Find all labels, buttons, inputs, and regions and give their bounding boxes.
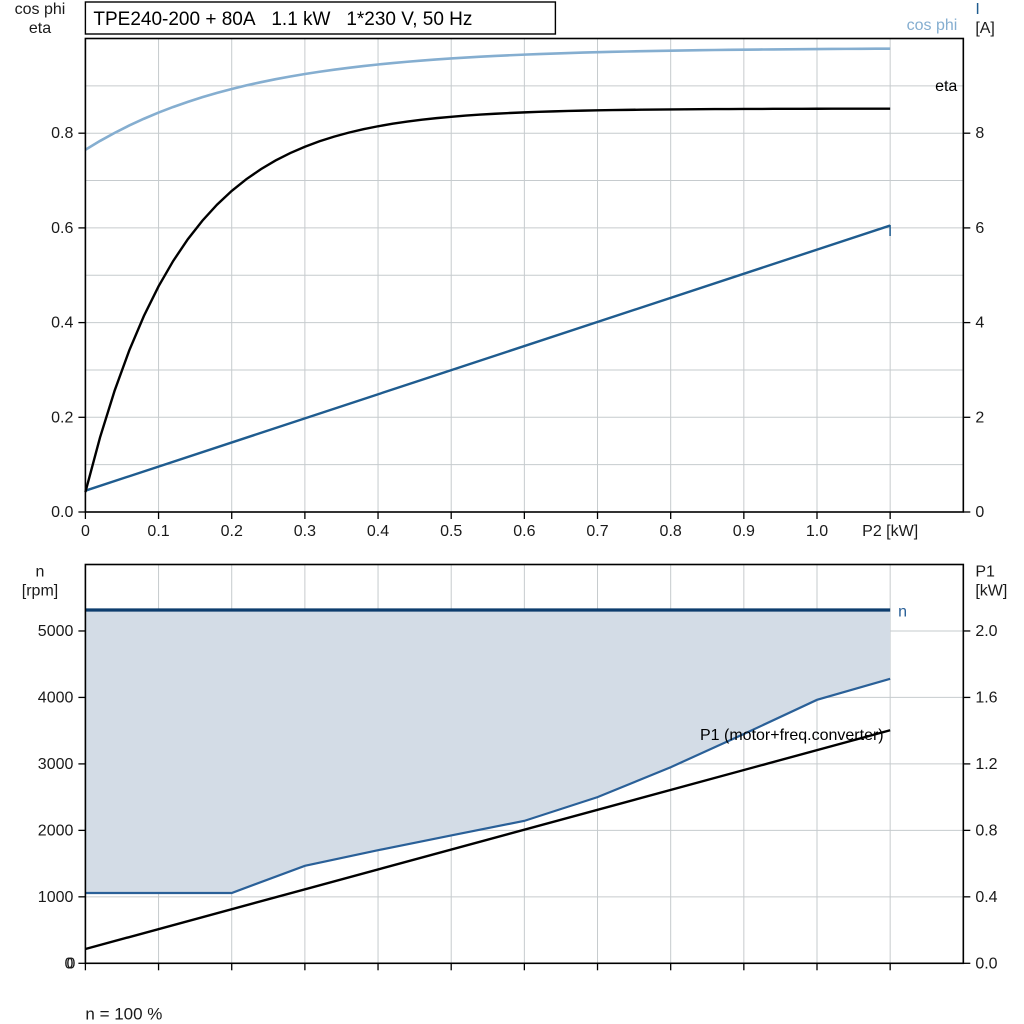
svg-text:3000: 3000 xyxy=(38,756,74,773)
svg-text:[A]: [A] xyxy=(975,20,995,37)
svg-text:TPE240-200 + 80A 1.1 kW 1*: TPE240-200 + 80A 1.1 kW 1*230 V, 50 Hz xyxy=(93,9,472,30)
svg-text:1.6: 1.6 xyxy=(975,689,997,706)
svg-text:0.6: 0.6 xyxy=(513,523,535,540)
svg-text:n = 100 %: n = 100 % xyxy=(85,1004,162,1023)
svg-text:0.0: 0.0 xyxy=(975,955,997,972)
svg-text:eta: eta xyxy=(29,20,51,37)
svg-text:0.9: 0.9 xyxy=(733,523,755,540)
svg-text:0.6: 0.6 xyxy=(51,220,73,237)
svg-text:0.0: 0.0 xyxy=(51,504,73,521)
svg-text:0.8: 0.8 xyxy=(51,125,73,142)
svg-text:0.4: 0.4 xyxy=(975,889,997,906)
svg-text:0: 0 xyxy=(64,955,73,972)
svg-text:[rpm]: [rpm] xyxy=(22,583,58,600)
svg-text:I: I xyxy=(975,1,979,18)
svg-text:0.8: 0.8 xyxy=(660,523,682,540)
svg-text:0.1: 0.1 xyxy=(147,523,169,540)
svg-text:1000: 1000 xyxy=(38,889,74,906)
svg-text:I: I xyxy=(888,223,892,240)
svg-text:[kW]: [kW] xyxy=(975,583,1007,600)
svg-text:P1: P1 xyxy=(975,564,995,581)
svg-text:1.0: 1.0 xyxy=(806,523,828,540)
svg-text:0.4: 0.4 xyxy=(51,315,73,332)
svg-text:2: 2 xyxy=(975,409,984,426)
svg-text:0.2: 0.2 xyxy=(51,409,73,426)
svg-text:0: 0 xyxy=(975,504,984,521)
svg-text:2.0: 2.0 xyxy=(975,623,997,640)
svg-text:4: 4 xyxy=(975,315,984,332)
svg-text:2000: 2000 xyxy=(38,822,74,839)
svg-text:5000: 5000 xyxy=(38,623,74,640)
svg-text:0.7: 0.7 xyxy=(586,523,608,540)
svg-text:0.5: 0.5 xyxy=(440,523,462,540)
svg-text:1.2: 1.2 xyxy=(975,756,997,773)
svg-text:0.3: 0.3 xyxy=(294,523,316,540)
svg-text:0.2: 0.2 xyxy=(221,523,243,540)
svg-text:0.4: 0.4 xyxy=(367,523,389,540)
svg-text:cos phi: cos phi xyxy=(907,17,958,34)
svg-text:n: n xyxy=(898,604,907,621)
svg-text:6: 6 xyxy=(975,220,984,237)
svg-text:eta: eta xyxy=(935,78,957,95)
svg-text:0.8: 0.8 xyxy=(975,822,997,839)
svg-text:0: 0 xyxy=(81,523,90,540)
svg-text:n: n xyxy=(36,564,45,581)
svg-text:P2 [kW]: P2 [kW] xyxy=(862,523,918,540)
svg-text:4000: 4000 xyxy=(38,689,74,706)
svg-text:cos phi: cos phi xyxy=(15,1,66,18)
svg-text:P1 (motor+freq.converter): P1 (motor+freq.converter) xyxy=(700,727,884,744)
svg-text:8: 8 xyxy=(975,125,984,142)
